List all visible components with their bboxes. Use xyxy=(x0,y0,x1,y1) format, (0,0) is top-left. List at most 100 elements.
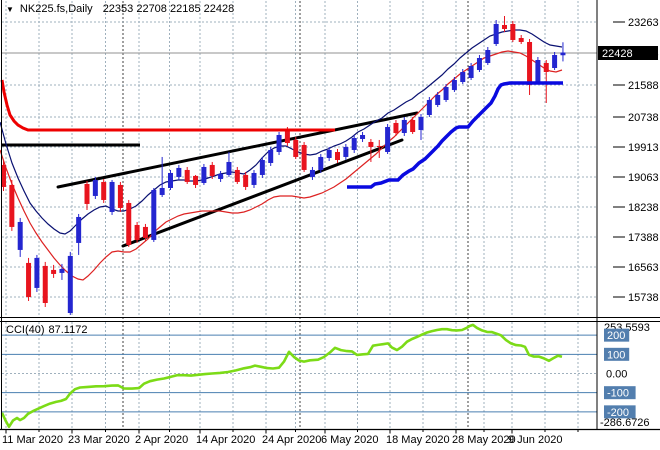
candle-body xyxy=(401,119,407,133)
candle-body xyxy=(168,172,173,188)
candle-body xyxy=(84,183,90,204)
candle-body xyxy=(276,134,282,152)
candle-body xyxy=(443,87,449,100)
ohlc-readout: 22353 22708 22185 22428 xyxy=(102,3,235,15)
cci-level-tag-label: 200 xyxy=(607,330,625,342)
candle-body xyxy=(368,141,374,147)
candle-body xyxy=(535,60,541,83)
time-axis-label: 11 Mar 2020 xyxy=(2,434,63,446)
price-axis-label: 15738 xyxy=(628,292,659,304)
cci-min-label: -286.6726 xyxy=(600,417,650,429)
trend-indicator-red-line xyxy=(0,79,335,132)
time-axis-label: 6 May 2020 xyxy=(321,434,378,446)
candle-body xyxy=(34,257,40,288)
candle-body xyxy=(234,169,240,182)
candle-body xyxy=(51,269,57,274)
price-axis-label: 19063 xyxy=(628,172,659,184)
candle-body xyxy=(151,189,157,240)
candle-body xyxy=(301,144,307,170)
cci-level-label: 0.00 xyxy=(606,369,627,381)
trendline-lower-channel[interactable] xyxy=(121,138,404,248)
candle-body xyxy=(460,71,466,83)
candle-body xyxy=(393,122,399,133)
candle-body xyxy=(451,79,457,90)
candle-body xyxy=(109,181,115,212)
candle-body xyxy=(1,164,6,187)
current-price-tag xyxy=(598,46,658,60)
candle-body xyxy=(251,172,257,185)
time-axis-label: 28 May 2020 xyxy=(452,434,516,446)
time-axis-label: 14 Apr 2020 xyxy=(196,434,255,446)
cci-level-tag-label: -200 xyxy=(607,407,629,419)
candle-body xyxy=(101,181,107,200)
candle-body xyxy=(543,63,549,72)
price-axis-label: 21588 xyxy=(628,80,659,92)
current-price-tag-label: 22428 xyxy=(602,48,633,60)
candle-body xyxy=(502,24,507,29)
cci-level-tag-label: -100 xyxy=(607,388,629,400)
symbol-dropdown-icon[interactable]: ▼ xyxy=(6,4,14,14)
candle-body xyxy=(142,226,148,238)
symbol-timeframe-label: NK225.fs,Daily xyxy=(19,3,93,15)
candle-body xyxy=(17,221,23,250)
candle-body xyxy=(476,57,482,70)
candle-body xyxy=(376,145,382,147)
candle-body xyxy=(335,151,340,160)
candle-body xyxy=(510,24,516,40)
cci-level-tag-label: 100 xyxy=(607,349,625,361)
candle-body xyxy=(134,224,140,240)
cci-line xyxy=(0,323,563,429)
candle-body xyxy=(201,166,207,183)
cci-level-tag xyxy=(604,328,630,342)
candle-body xyxy=(343,146,349,157)
indicator-label: CCI(40) 87.1172 xyxy=(6,324,91,336)
price-axis-label: 18238 xyxy=(628,202,659,214)
candle-body xyxy=(268,149,274,163)
cci-level-tag xyxy=(604,347,630,361)
candle-body xyxy=(218,173,224,179)
candle-body xyxy=(42,265,48,303)
candle-body xyxy=(59,268,65,273)
candle-body xyxy=(418,116,424,130)
candle-body xyxy=(527,41,533,86)
indicator-name: CCI(40) xyxy=(6,324,45,336)
candle-body xyxy=(518,38,524,42)
candle-body xyxy=(360,134,366,139)
candle-body xyxy=(552,55,558,69)
price-axis-label: 20738 xyxy=(628,112,659,124)
cci-level-tag xyxy=(604,405,636,419)
candle-body xyxy=(26,262,32,297)
candle-body xyxy=(159,187,165,195)
candle-body xyxy=(560,52,566,56)
time-axis-label: 2 Apr 2020 xyxy=(135,434,188,446)
candle-body xyxy=(226,161,232,175)
indicator-value: 87.1172 xyxy=(48,324,88,336)
candle-body xyxy=(351,137,357,150)
chart-title-bar: ▼ NK225.fs,Daily 22353 22708 22185 22428 xyxy=(6,2,234,16)
candle-body xyxy=(326,149,332,158)
candle-body xyxy=(117,184,123,208)
candle-body xyxy=(209,164,215,176)
price-axis-label: 23263 xyxy=(628,17,659,29)
candle-body xyxy=(259,159,265,175)
candle-body xyxy=(468,66,474,78)
candle-body xyxy=(426,99,432,116)
candle-body xyxy=(9,184,15,227)
trendline-upper-channel[interactable] xyxy=(56,111,419,189)
candle-body xyxy=(184,169,190,182)
cci-level-tag xyxy=(604,386,636,400)
time-axis-label: 23 Mar 2020 xyxy=(68,434,130,446)
candle-body xyxy=(92,179,98,196)
ma-slow-line xyxy=(0,50,563,281)
candle-body xyxy=(193,175,199,185)
candle-body xyxy=(309,169,315,177)
candle-body xyxy=(67,255,73,314)
candle-body xyxy=(243,174,249,187)
candle-body xyxy=(493,24,499,44)
candle-body xyxy=(293,139,299,157)
price-axis-label: 17388 xyxy=(628,232,659,244)
price-axis-label: 19913 xyxy=(628,142,659,154)
candle-body xyxy=(176,167,182,177)
